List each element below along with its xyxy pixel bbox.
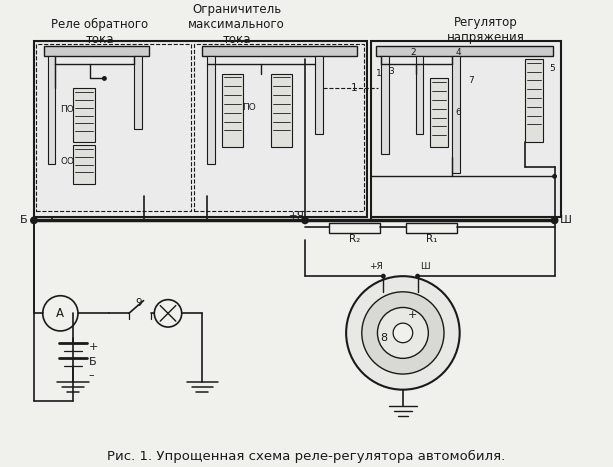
Text: Ограничитель
максимального
тока: Ограничитель максимального тока	[188, 3, 285, 46]
Text: 6: 6	[456, 108, 462, 117]
Circle shape	[415, 274, 420, 279]
Bar	[525, 59, 543, 142]
Bar	[207, 56, 215, 163]
Circle shape	[301, 216, 309, 224]
Bar	[330, 223, 381, 233]
Bar	[315, 56, 322, 134]
Bar	[73, 88, 94, 142]
Circle shape	[550, 216, 558, 224]
Text: 8: 8	[380, 333, 387, 343]
Bar	[73, 145, 94, 184]
Bar	[36, 44, 191, 211]
Circle shape	[43, 296, 78, 331]
Bar	[34, 41, 367, 218]
Text: Б: Б	[89, 357, 96, 367]
Circle shape	[362, 292, 444, 374]
Text: R₂: R₂	[349, 234, 360, 244]
Text: 7: 7	[468, 76, 474, 85]
Text: 3: 3	[388, 67, 394, 76]
Text: –: –	[89, 370, 94, 380]
Bar	[416, 56, 424, 134]
Bar	[376, 46, 553, 56]
Bar	[194, 44, 364, 211]
Text: 4: 4	[456, 48, 462, 57]
Text: +Я: +Я	[368, 262, 383, 271]
Text: Регулятор
напряжения: Регулятор напряжения	[447, 15, 525, 43]
Text: +: +	[89, 342, 98, 352]
Bar	[202, 46, 357, 56]
Circle shape	[393, 323, 413, 343]
Circle shape	[154, 300, 181, 327]
Text: +: +	[408, 310, 417, 320]
Text: ПО: ПО	[242, 103, 256, 113]
Bar	[271, 74, 292, 147]
Bar	[430, 78, 448, 147]
Bar	[44, 46, 150, 56]
Text: Ш: Ш	[421, 262, 430, 271]
Text: R₁: R₁	[425, 234, 437, 244]
Text: 5: 5	[549, 64, 555, 73]
Text: А: А	[56, 307, 64, 320]
Circle shape	[552, 174, 557, 179]
Circle shape	[346, 276, 460, 389]
Text: 1: 1	[351, 83, 357, 93]
Bar	[371, 41, 562, 218]
Circle shape	[381, 274, 386, 279]
Text: 1: 1	[376, 69, 381, 78]
Text: Реле обратного
тока: Реле обратного тока	[51, 17, 148, 45]
Text: ОО: ОО	[60, 157, 74, 166]
Circle shape	[378, 307, 428, 358]
Text: ПО: ПО	[60, 105, 74, 114]
Text: +Я: +Я	[289, 212, 305, 221]
Bar	[222, 74, 243, 147]
Text: Б: Б	[20, 215, 28, 226]
Circle shape	[102, 76, 107, 81]
Bar	[381, 56, 389, 154]
Text: Ш: Ш	[560, 215, 571, 226]
Bar	[452, 56, 460, 173]
Bar	[48, 56, 55, 163]
Text: 2: 2	[410, 48, 416, 57]
Circle shape	[30, 216, 38, 224]
Text: 9: 9	[135, 297, 142, 308]
Bar	[134, 56, 142, 129]
Text: Рис. 1. Упрощенная схема реле-регулятора автомобиля.: Рис. 1. Упрощенная схема реле-регулятора…	[107, 450, 505, 463]
Bar	[406, 223, 457, 233]
